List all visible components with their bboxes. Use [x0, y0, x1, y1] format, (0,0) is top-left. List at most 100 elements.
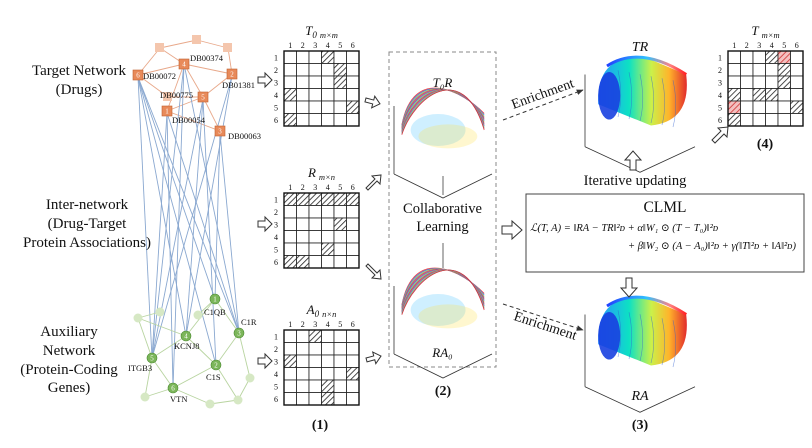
matrix-cell — [296, 329, 310, 343]
gene-node-circle — [167, 382, 179, 394]
matrix-cell — [296, 367, 310, 381]
inter-network-edges — [137, 63, 240, 389]
plot-mesh-line — [661, 318, 666, 366]
ra0-label: RA₀ — [432, 345, 453, 360]
drug-node-number: 5 — [201, 94, 205, 102]
step-label-2: (2) — [434, 384, 452, 399]
learning-to-clml-arrow — [501, 219, 523, 241]
matrix-cell — [727, 113, 741, 127]
matrix-row-label: 6 — [274, 258, 278, 267]
matrix-cell — [321, 367, 335, 381]
inter-network-line2: (Drug-Target — [47, 215, 127, 232]
drug-node-square — [226, 68, 238, 80]
matrix-row-label: 4 — [274, 370, 278, 379]
gene-faint-nodes — [133, 307, 255, 409]
matrix-cell — [296, 63, 310, 77]
matrix-cell — [790, 50, 804, 64]
matrix-col-label: 4 — [770, 41, 774, 50]
matrix-cell — [740, 100, 754, 114]
plot-mesh-line — [617, 310, 622, 358]
plot-mesh-line — [628, 72, 633, 120]
matrix-col-label: 4 — [326, 183, 330, 192]
matrix-cell — [333, 75, 347, 89]
matrix-cell — [346, 379, 360, 393]
matrix-cell — [283, 217, 297, 231]
matrix-col-label: 2 — [301, 41, 305, 50]
matrix-cell — [308, 75, 322, 89]
matrix-cell — [296, 242, 310, 256]
gene-node-label: VTN — [170, 394, 187, 404]
matrix-cell — [752, 50, 766, 64]
plot-axes — [584, 146, 696, 173]
matrix-cell — [333, 63, 347, 77]
gene-node-circle — [209, 293, 221, 305]
matrix-row-label: 3 — [274, 220, 278, 229]
matrix-row-label: 4 — [274, 91, 278, 100]
matrix-cell — [740, 88, 754, 102]
plot-mesh-line — [617, 70, 622, 118]
gene-node: 1 C1QB — [204, 293, 226, 317]
matrix-cell — [346, 392, 360, 406]
drug-node-number: 6 — [136, 72, 140, 80]
drug-node-label: DB00775 — [160, 90, 193, 100]
matrix-cell — [283, 329, 297, 343]
matrix-title: A0 n×n — [306, 302, 337, 319]
gene-node-label: ITGB3 — [128, 363, 152, 373]
gene-node-number: 2 — [214, 362, 218, 370]
matrix-cell — [346, 329, 360, 343]
matrix-cell — [321, 255, 335, 269]
matrix-cell — [740, 50, 754, 64]
plot-mesh-line — [639, 74, 644, 122]
matrix-row-label: 6 — [274, 395, 278, 404]
tr-to-final-arrow — [711, 126, 729, 144]
clml-up-arrow — [623, 150, 643, 171]
matrix-cell — [333, 367, 347, 381]
plot-mesh-line — [628, 312, 633, 360]
matrix-cell — [283, 113, 297, 127]
gene-node-number: 3 — [237, 330, 241, 338]
matrix-row-label: 3 — [274, 357, 278, 366]
matrix-cell — [727, 75, 741, 89]
matrix-cell — [727, 100, 741, 114]
matrix-col-label: 5 — [338, 320, 342, 329]
matrix-cell — [765, 88, 779, 102]
matrix-col-label: 1 — [288, 320, 292, 329]
enrichment-arrow-top — [502, 89, 584, 121]
matrix-cell — [321, 63, 335, 77]
matrix-cell — [296, 75, 310, 89]
plot-axes — [393, 353, 493, 379]
plot-tr — [584, 55, 696, 173]
matrix-cell — [333, 113, 347, 127]
matrix-cell — [752, 75, 766, 89]
plot-t0r — [393, 87, 493, 199]
matrix-cell — [777, 75, 791, 89]
matrix-cell — [308, 354, 322, 368]
target-network-subtitle: (Drugs) — [55, 81, 103, 98]
matrix-cell — [321, 392, 335, 406]
matrix-cell — [296, 50, 310, 64]
enrichment-arrow-bottom — [502, 303, 584, 331]
gene-node-circle — [146, 352, 158, 364]
matrix-border — [283, 50, 360, 127]
aux-network-line4: Genes) — [47, 380, 91, 397]
matrix-col-label: 4 — [326, 320, 330, 329]
matrix-col-label: 6 — [351, 41, 355, 50]
step-label-4: (4) — [756, 137, 774, 152]
matrix-row-label: 2 — [274, 345, 278, 354]
matrix-cell — [790, 100, 804, 114]
matrix-cell — [752, 113, 766, 127]
matrix-cell — [752, 63, 766, 77]
input-arrows — [257, 71, 273, 370]
clml-equation-line1: ℒ(T, A) = ‖RA − TR‖²ᴅ + α‖W₁ ⊙ (T − T₀)‖… — [530, 223, 719, 234]
matrix-cell — [346, 100, 360, 114]
plot-curve — [401, 89, 485, 135]
matrix-cell — [296, 354, 310, 368]
matrix-row-label: 5 — [274, 245, 278, 254]
clml-box — [525, 193, 805, 273]
plot-end-cap — [598, 71, 621, 120]
matrix-cell — [790, 88, 804, 102]
matrix-col-label: 5 — [338, 183, 342, 192]
auxiliary-network-label: Auxiliary Network (Protein-Coding Genes) — [14, 323, 124, 398]
matrix-cell — [346, 230, 360, 244]
